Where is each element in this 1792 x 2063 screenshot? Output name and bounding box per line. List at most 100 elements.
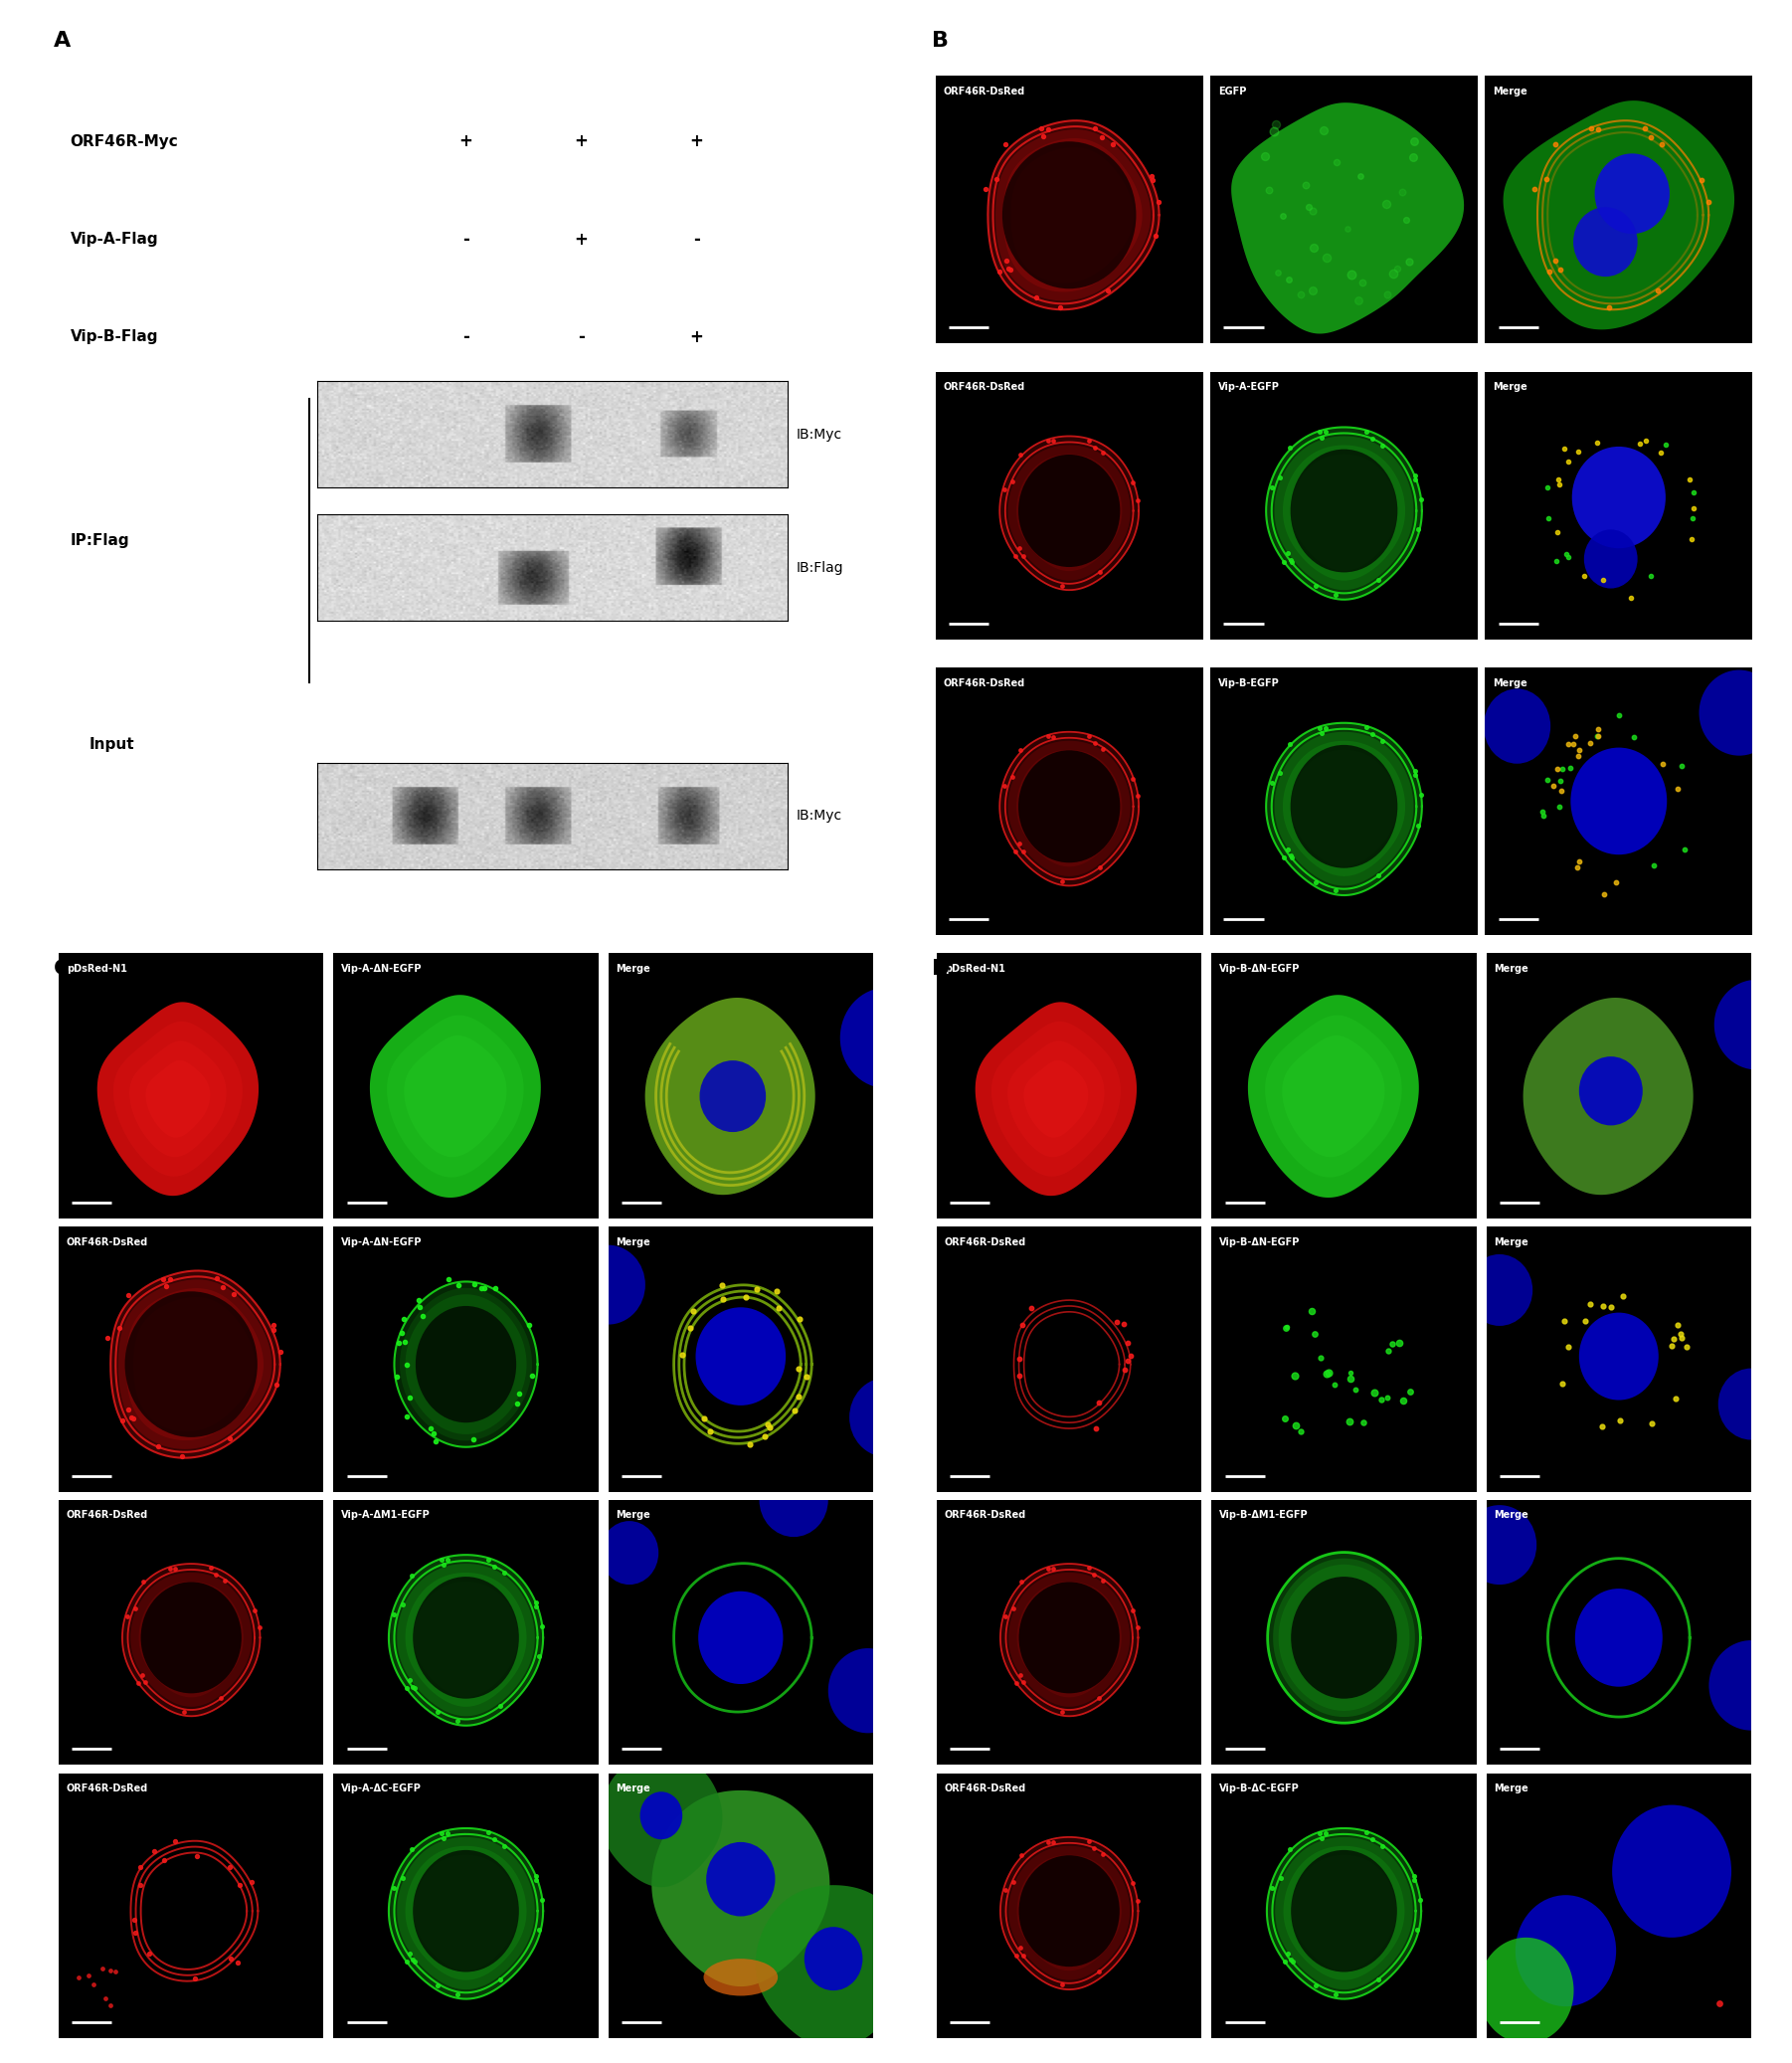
Point — [473, 1815, 502, 1848]
Point — [151, 1269, 179, 1302]
Ellipse shape — [1466, 1254, 1532, 1327]
Point — [1400, 460, 1428, 493]
Point — [1590, 879, 1618, 912]
Point — [459, 1423, 487, 1456]
Point — [1306, 1818, 1335, 1851]
Point — [215, 1421, 244, 1454]
Point — [265, 1335, 294, 1368]
Point — [1297, 1296, 1326, 1329]
Point — [1088, 1564, 1116, 1597]
Polygon shape — [1004, 138, 1142, 291]
Point — [1124, 1611, 1152, 1644]
Point — [991, 243, 1020, 276]
Point — [1005, 734, 1034, 767]
Point — [753, 1407, 781, 1440]
Point — [389, 1302, 418, 1335]
Point — [1045, 291, 1073, 324]
Text: Merge: Merge — [1493, 87, 1527, 97]
Point — [1287, 279, 1315, 312]
Text: ORF46R-DsRed: ORF46R-DsRed — [66, 1784, 149, 1793]
Point — [125, 1851, 154, 1884]
Point — [1360, 1376, 1389, 1409]
Point — [1297, 274, 1326, 307]
Ellipse shape — [142, 1582, 242, 1694]
Text: IB:Myc: IB:Myc — [796, 427, 842, 441]
Point — [444, 1269, 473, 1302]
Point — [1005, 1360, 1034, 1393]
Point — [434, 1818, 462, 1851]
Point — [106, 1312, 134, 1345]
Point — [423, 1970, 452, 2003]
Point — [1254, 173, 1283, 206]
Point — [222, 1945, 251, 1978]
Point — [1009, 836, 1038, 869]
Ellipse shape — [1573, 206, 1638, 276]
Point — [1543, 545, 1572, 578]
Ellipse shape — [416, 1306, 516, 1423]
Text: ORF46R-DsRed: ORF46R-DsRed — [943, 679, 1025, 687]
Point — [1584, 720, 1613, 753]
Ellipse shape — [1290, 745, 1398, 869]
Point — [1575, 1287, 1604, 1320]
Point — [470, 1271, 498, 1304]
Point — [1276, 1943, 1305, 1976]
Point — [392, 1349, 421, 1382]
Polygon shape — [1276, 1836, 1412, 1989]
Point — [416, 1413, 444, 1446]
Point — [129, 1566, 158, 1599]
Point — [1396, 1374, 1425, 1407]
Point — [1546, 763, 1575, 796]
Ellipse shape — [1579, 1312, 1659, 1401]
Polygon shape — [131, 1572, 253, 1706]
Point — [731, 1281, 760, 1314]
Point — [489, 1830, 518, 1863]
Point — [1258, 470, 1287, 503]
Point — [1271, 545, 1299, 578]
Point — [480, 1549, 509, 1582]
Polygon shape — [1007, 1040, 1104, 1157]
Point — [258, 1308, 287, 1341]
Point — [95, 1989, 124, 2022]
Point — [1541, 128, 1570, 161]
Polygon shape — [987, 120, 1159, 309]
Point — [389, 1861, 418, 1894]
Point — [197, 1551, 226, 1584]
Ellipse shape — [1575, 1589, 1663, 1688]
Point — [382, 1360, 410, 1393]
Point — [1561, 720, 1590, 753]
Ellipse shape — [805, 1927, 862, 1991]
Text: Vip-A-ΔM1-EGFP: Vip-A-ΔM1-EGFP — [340, 1510, 430, 1520]
Point — [419, 1417, 448, 1450]
Ellipse shape — [1018, 454, 1120, 567]
Point — [1111, 1353, 1140, 1386]
Ellipse shape — [828, 1648, 909, 1733]
Point — [1554, 728, 1582, 761]
Point — [428, 1818, 457, 1851]
Text: EGFP: EGFP — [1219, 87, 1247, 97]
Point — [93, 1322, 122, 1355]
Point — [143, 1430, 172, 1463]
Polygon shape — [1503, 101, 1735, 330]
Point — [380, 1597, 409, 1630]
Point — [1407, 778, 1435, 811]
Text: ORF46R-DsRed: ORF46R-DsRed — [944, 1510, 1027, 1520]
Point — [1002, 1667, 1030, 1700]
Point — [1265, 460, 1294, 493]
Polygon shape — [1281, 1036, 1385, 1157]
Point — [1550, 431, 1579, 464]
Point — [1367, 1830, 1396, 1863]
Point — [667, 1337, 695, 1370]
Point — [1373, 279, 1401, 312]
Point — [1532, 763, 1561, 796]
Text: Merge: Merge — [1495, 1784, 1529, 1793]
Point — [434, 1263, 462, 1296]
Point — [97, 1954, 125, 1987]
Point — [514, 1308, 543, 1341]
Point — [1546, 774, 1575, 807]
Text: Merge: Merge — [616, 963, 650, 974]
Point — [1002, 836, 1030, 869]
Point — [443, 1704, 471, 1737]
Point — [1048, 1968, 1077, 2001]
Ellipse shape — [1462, 1506, 1536, 1584]
Point — [1005, 1659, 1034, 1692]
